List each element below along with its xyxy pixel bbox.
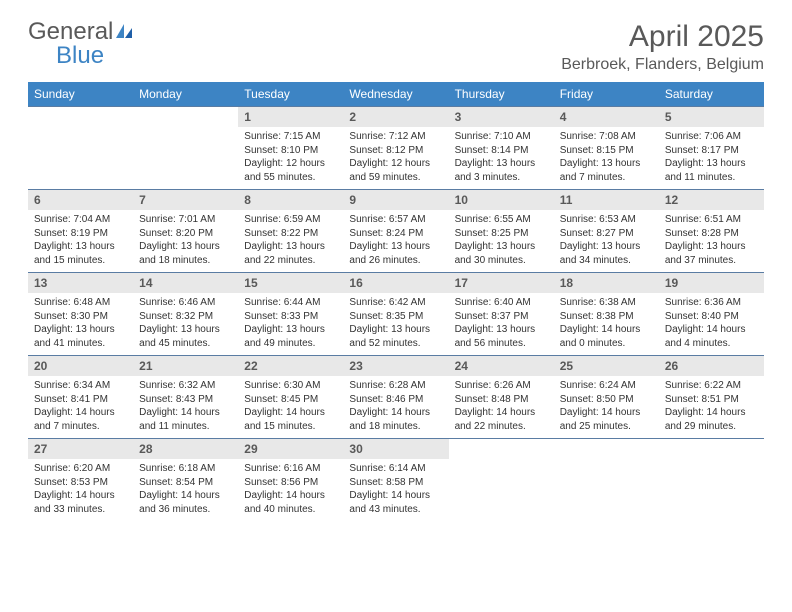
- day-number-cell: [133, 107, 238, 128]
- day-detail-cell: Sunrise: 6:28 AMSunset: 8:46 PMDaylight:…: [343, 376, 448, 439]
- header: GeneralBlue April 2025 Berbroek, Flander…: [28, 20, 764, 74]
- day-number-cell: 27: [28, 439, 133, 460]
- day-detail-cell: [554, 459, 659, 521]
- calendar-table: SundayMondayTuesdayWednesdayThursdayFrid…: [28, 82, 764, 521]
- day-number-cell: 25: [554, 356, 659, 377]
- day-number-cell: 23: [343, 356, 448, 377]
- day-number-cell: 30: [343, 439, 448, 460]
- day-detail-cell: Sunrise: 6:20 AMSunset: 8:53 PMDaylight:…: [28, 459, 133, 521]
- day-detail-cell: Sunrise: 7:12 AMSunset: 8:12 PMDaylight:…: [343, 127, 448, 190]
- day-detail-cell: Sunrise: 6:26 AMSunset: 8:48 PMDaylight:…: [449, 376, 554, 439]
- day-detail-cell: Sunrise: 6:16 AMSunset: 8:56 PMDaylight:…: [238, 459, 343, 521]
- day-detail-cell: Sunrise: 6:53 AMSunset: 8:27 PMDaylight:…: [554, 210, 659, 273]
- day-detail-cell: Sunrise: 6:36 AMSunset: 8:40 PMDaylight:…: [659, 293, 764, 356]
- day-number-cell: 17: [449, 273, 554, 294]
- day-number-cell: 18: [554, 273, 659, 294]
- day-number-cell: [554, 439, 659, 460]
- day-number-cell: 6: [28, 190, 133, 211]
- weekday-header: Tuesday: [238, 82, 343, 107]
- day-detail-cell: Sunrise: 6:51 AMSunset: 8:28 PMDaylight:…: [659, 210, 764, 273]
- day-detail-cell: Sunrise: 6:22 AMSunset: 8:51 PMDaylight:…: [659, 376, 764, 439]
- day-detail-cell: Sunrise: 6:48 AMSunset: 8:30 PMDaylight:…: [28, 293, 133, 356]
- weekday-header: Monday: [133, 82, 238, 107]
- calendar-page: GeneralBlue April 2025 Berbroek, Flander…: [0, 0, 792, 612]
- day-number-cell: 2: [343, 107, 448, 128]
- day-detail-cell: [28, 127, 133, 190]
- day-number-cell: [449, 439, 554, 460]
- day-number-cell: 4: [554, 107, 659, 128]
- weekday-header: Saturday: [659, 82, 764, 107]
- day-number-cell: 7: [133, 190, 238, 211]
- day-detail-cell: Sunrise: 6:32 AMSunset: 8:43 PMDaylight:…: [133, 376, 238, 439]
- day-number-cell: 13: [28, 273, 133, 294]
- weekday-header: Friday: [554, 82, 659, 107]
- day-number-cell: 19: [659, 273, 764, 294]
- day-number-cell: 16: [343, 273, 448, 294]
- brand-logo: GeneralBlue: [28, 20, 139, 68]
- day-number-cell: 1: [238, 107, 343, 128]
- day-number-cell: 26: [659, 356, 764, 377]
- day-number-cell: 5: [659, 107, 764, 128]
- day-detail-cell: [133, 127, 238, 190]
- day-detail-cell: Sunrise: 7:04 AMSunset: 8:19 PMDaylight:…: [28, 210, 133, 273]
- day-detail-cell: Sunrise: 6:55 AMSunset: 8:25 PMDaylight:…: [449, 210, 554, 273]
- day-detail-cell: Sunrise: 6:42 AMSunset: 8:35 PMDaylight:…: [343, 293, 448, 356]
- day-number-cell: 11: [554, 190, 659, 211]
- day-number-cell: 8: [238, 190, 343, 211]
- day-number-cell: [659, 439, 764, 460]
- day-number-cell: 20: [28, 356, 133, 377]
- logo-sail-icon: [115, 20, 137, 44]
- day-number-cell: 24: [449, 356, 554, 377]
- day-detail-cell: Sunrise: 6:44 AMSunset: 8:33 PMDaylight:…: [238, 293, 343, 356]
- day-number-cell: 14: [133, 273, 238, 294]
- weekday-header: Wednesday: [343, 82, 448, 107]
- day-number-cell: 28: [133, 439, 238, 460]
- day-detail-cell: Sunrise: 6:30 AMSunset: 8:45 PMDaylight:…: [238, 376, 343, 439]
- day-detail-cell: Sunrise: 6:59 AMSunset: 8:22 PMDaylight:…: [238, 210, 343, 273]
- day-number-cell: 15: [238, 273, 343, 294]
- day-number-cell: 21: [133, 356, 238, 377]
- day-detail-cell: Sunrise: 6:57 AMSunset: 8:24 PMDaylight:…: [343, 210, 448, 273]
- day-detail-cell: Sunrise: 6:40 AMSunset: 8:37 PMDaylight:…: [449, 293, 554, 356]
- day-number-cell: 3: [449, 107, 554, 128]
- day-detail-cell: Sunrise: 6:38 AMSunset: 8:38 PMDaylight:…: [554, 293, 659, 356]
- weekday-header: Sunday: [28, 82, 133, 107]
- day-detail-cell: Sunrise: 6:24 AMSunset: 8:50 PMDaylight:…: [554, 376, 659, 439]
- day-detail-cell: [659, 459, 764, 521]
- location-label: Berbroek, Flanders, Belgium: [561, 56, 764, 74]
- day-detail-cell: [449, 459, 554, 521]
- day-number-cell: 12: [659, 190, 764, 211]
- day-detail-cell: Sunrise: 7:10 AMSunset: 8:14 PMDaylight:…: [449, 127, 554, 190]
- day-number-cell: 9: [343, 190, 448, 211]
- weekday-header: Thursday: [449, 82, 554, 107]
- brand-part1: General: [28, 18, 113, 45]
- day-detail-cell: Sunrise: 6:34 AMSunset: 8:41 PMDaylight:…: [28, 376, 133, 439]
- day-detail-cell: Sunrise: 7:01 AMSunset: 8:20 PMDaylight:…: [133, 210, 238, 273]
- month-year-title: April 2025: [561, 20, 764, 54]
- day-number-cell: [28, 107, 133, 128]
- day-number-cell: 10: [449, 190, 554, 211]
- title-block: April 2025 Berbroek, Flanders, Belgium: [561, 20, 764, 74]
- day-number-cell: 22: [238, 356, 343, 377]
- day-detail-cell: Sunrise: 7:06 AMSunset: 8:17 PMDaylight:…: [659, 127, 764, 190]
- day-detail-cell: Sunrise: 6:14 AMSunset: 8:58 PMDaylight:…: [343, 459, 448, 521]
- day-detail-cell: Sunrise: 6:18 AMSunset: 8:54 PMDaylight:…: [133, 459, 238, 521]
- day-detail-cell: Sunrise: 6:46 AMSunset: 8:32 PMDaylight:…: [133, 293, 238, 356]
- day-detail-cell: Sunrise: 7:08 AMSunset: 8:15 PMDaylight:…: [554, 127, 659, 190]
- day-detail-cell: Sunrise: 7:15 AMSunset: 8:10 PMDaylight:…: [238, 127, 343, 190]
- brand-part2: Blue: [28, 42, 104, 69]
- day-number-cell: 29: [238, 439, 343, 460]
